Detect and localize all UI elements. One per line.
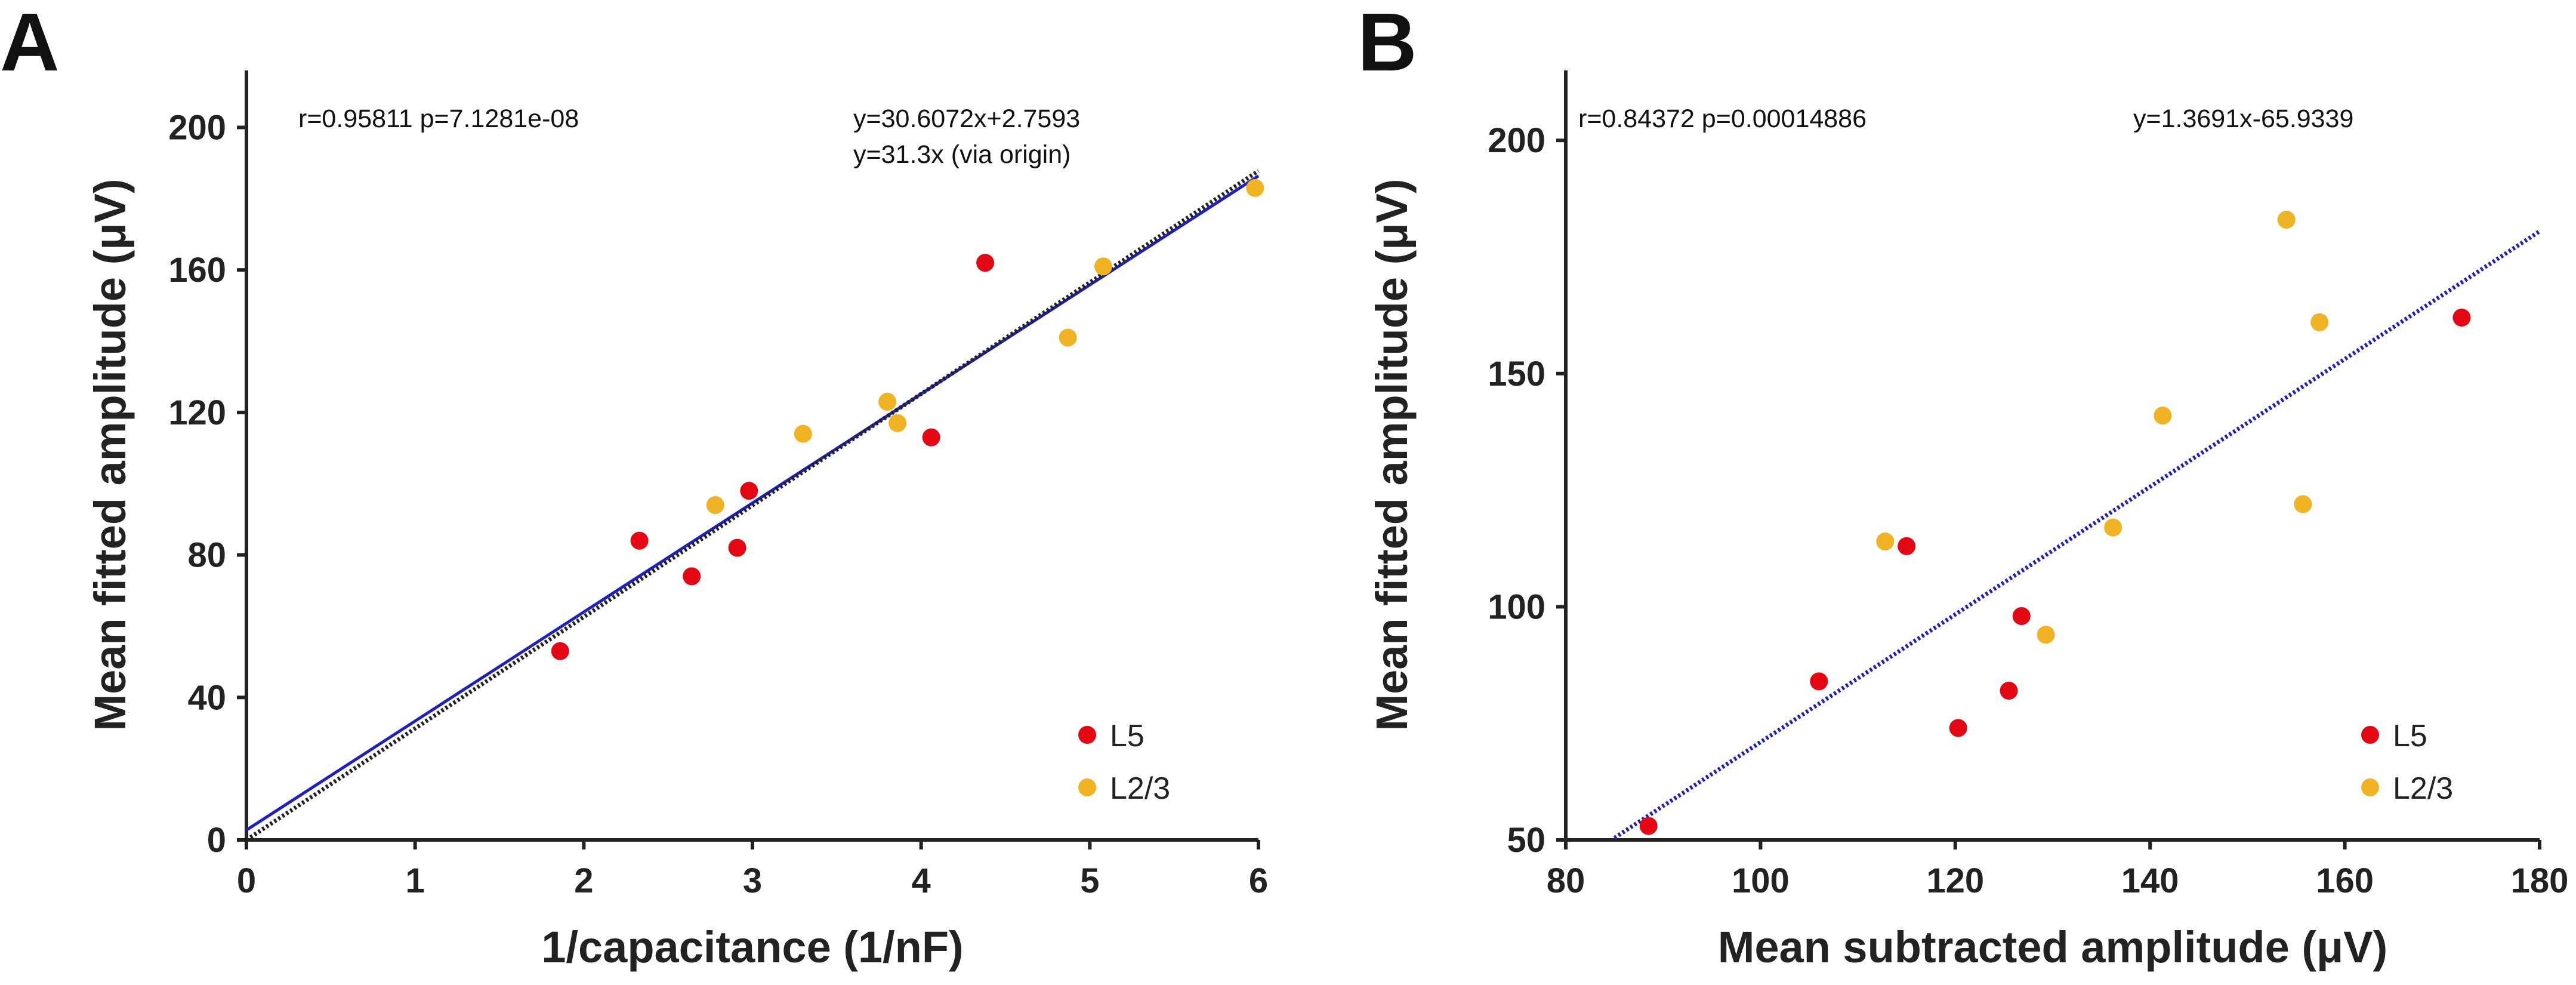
point-b-l23-4 bbox=[2277, 210, 2296, 229]
x-axis-label-a: 1/capacitance (1/nF) bbox=[541, 922, 963, 972]
y-ticks-b: 50 100 150 200 bbox=[1488, 121, 1566, 860]
panel-b: B 80 100 120 140 160 180 50 100 150 200 Mean sub… bbox=[1358, 0, 2568, 972]
y-tick-label-a-1: 40 bbox=[187, 678, 226, 717]
fit-lines-a bbox=[245, 169, 1260, 842]
point-b-l5-4 bbox=[2000, 682, 2018, 700]
x-tick-label-a-4: 4 bbox=[912, 861, 931, 900]
x-tick-label-a-2: 2 bbox=[574, 861, 593, 900]
point-a-l5-1 bbox=[630, 531, 649, 550]
y-tick-label-a-2: 80 bbox=[187, 536, 226, 575]
x-tick-label-a-6: 6 bbox=[1249, 861, 1268, 900]
equation-annotation-a: y=30.6072x+2.7593 bbox=[853, 104, 1080, 133]
y-ticks-a: 0 40 80 120 160 200 bbox=[168, 108, 246, 860]
point-b-l5-1 bbox=[1810, 672, 1828, 691]
point-a-l5-2 bbox=[683, 567, 701, 586]
point-a-l23-4 bbox=[1059, 328, 1077, 347]
point-b-l23-0 bbox=[1876, 532, 1895, 551]
point-a-l23-6 bbox=[1246, 178, 1264, 197]
data-points-b bbox=[1639, 210, 2471, 835]
legend-a: L5 L2/3 bbox=[1078, 719, 1170, 806]
legend-label-l23-b: L2/3 bbox=[2393, 771, 2453, 806]
x-ticks-a: 0 1 2 3 4 5 6 bbox=[237, 840, 1268, 900]
legend-b: L5 L2/3 bbox=[2361, 719, 2453, 806]
x-tick-label-b-4: 160 bbox=[2316, 861, 2374, 900]
y-tick-label-b-3: 200 bbox=[1488, 121, 1545, 160]
point-a-l23-1 bbox=[794, 424, 812, 443]
stats-annotation-b: r=0.84372 p=0.00014886 bbox=[1578, 104, 1867, 133]
point-b-l5-3 bbox=[1949, 719, 1967, 737]
point-a-l23-5 bbox=[1094, 257, 1112, 276]
legend-marker-l5-a bbox=[1078, 726, 1096, 744]
x-tick-label-b-3: 140 bbox=[2121, 861, 2179, 900]
fit-lines-b bbox=[1613, 229, 2541, 840]
point-b-l23-6 bbox=[2310, 313, 2329, 331]
legend-label-l23-a: L2/3 bbox=[1110, 771, 1170, 806]
y-tick-label-a-3: 120 bbox=[168, 393, 226, 432]
y-tick-label-a-5: 200 bbox=[168, 108, 226, 147]
point-b-l23-3 bbox=[2154, 407, 2172, 425]
legend-marker-l23-a bbox=[1078, 778, 1096, 796]
point-b-l5-2 bbox=[1898, 537, 1916, 555]
legend-label-l5-a: L5 bbox=[1110, 719, 1144, 753]
y-tick-label-b-2: 150 bbox=[1488, 355, 1545, 393]
x-axis-label-b: Mean subtracted amplitude (μV) bbox=[1718, 922, 2388, 972]
y-tick-label-b-0: 50 bbox=[1507, 821, 1545, 860]
y-tick-label-a-0: 0 bbox=[207, 821, 226, 860]
point-b-l23-5 bbox=[2294, 495, 2312, 513]
x-tick-label-b-5: 180 bbox=[2511, 861, 2569, 900]
x-tick-label-a-1: 1 bbox=[406, 861, 425, 900]
point-a-l5-6 bbox=[976, 254, 995, 272]
point-b-l5-6 bbox=[2452, 309, 2471, 327]
fit-line-b-0 bbox=[1613, 229, 2541, 840]
x-tick-label-a-3: 3 bbox=[743, 861, 762, 900]
x-tick-label-a-5: 5 bbox=[1080, 861, 1099, 900]
x-tick-label-b-2: 120 bbox=[1926, 861, 1984, 900]
panel-label-a: A bbox=[0, 0, 60, 88]
y-axis-label-a: Mean fitted amplitude (μV) bbox=[85, 178, 135, 731]
point-a-l5-3 bbox=[728, 538, 746, 557]
point-a-l5-0 bbox=[551, 642, 569, 660]
point-b-l5-5 bbox=[2012, 607, 2031, 626]
data-points-a bbox=[551, 178, 1264, 660]
stats-annotation-a: r=0.95811 p=7.1281e-08 bbox=[298, 104, 579, 133]
x-tick-label-a-0: 0 bbox=[237, 861, 256, 900]
point-b-l5-0 bbox=[1639, 817, 1658, 835]
equation-annotation-b: y=1.3691x-65.9339 bbox=[2133, 104, 2353, 133]
x-tick-label-b-0: 80 bbox=[1547, 861, 1585, 900]
x-tick-label-b-1: 100 bbox=[1732, 861, 1790, 900]
panel-label-b: B bbox=[1358, 0, 1417, 88]
point-a-l23-3 bbox=[889, 414, 907, 432]
legend-label-l5-b: L5 bbox=[2393, 719, 2427, 753]
equation-origin-annotation-a: y=31.3x (via origin) bbox=[853, 140, 1070, 169]
y-tick-label-b-1: 100 bbox=[1488, 587, 1545, 626]
x-ticks-b: 80 100 120 140 160 180 bbox=[1547, 840, 2569, 900]
panel-a: A 0 1 2 3 4 5 6 0 40 80 120 160 200 1/capacitance (… bbox=[0, 0, 1268, 972]
y-axis-label-b: Mean fitted amplitude (μV) bbox=[1367, 178, 1417, 731]
point-b-l23-1 bbox=[2037, 626, 2055, 644]
legend-marker-l23-b bbox=[2361, 778, 2379, 796]
legend-marker-l5-b bbox=[2361, 726, 2379, 744]
point-a-l23-2 bbox=[878, 392, 897, 411]
y-tick-label-a-4: 160 bbox=[168, 251, 226, 290]
fit-line-a-1 bbox=[245, 169, 1260, 842]
point-a-l5-4 bbox=[740, 482, 758, 500]
point-a-l5-5 bbox=[922, 428, 940, 447]
point-b-l23-2 bbox=[2104, 518, 2122, 537]
point-a-l23-0 bbox=[706, 496, 724, 515]
